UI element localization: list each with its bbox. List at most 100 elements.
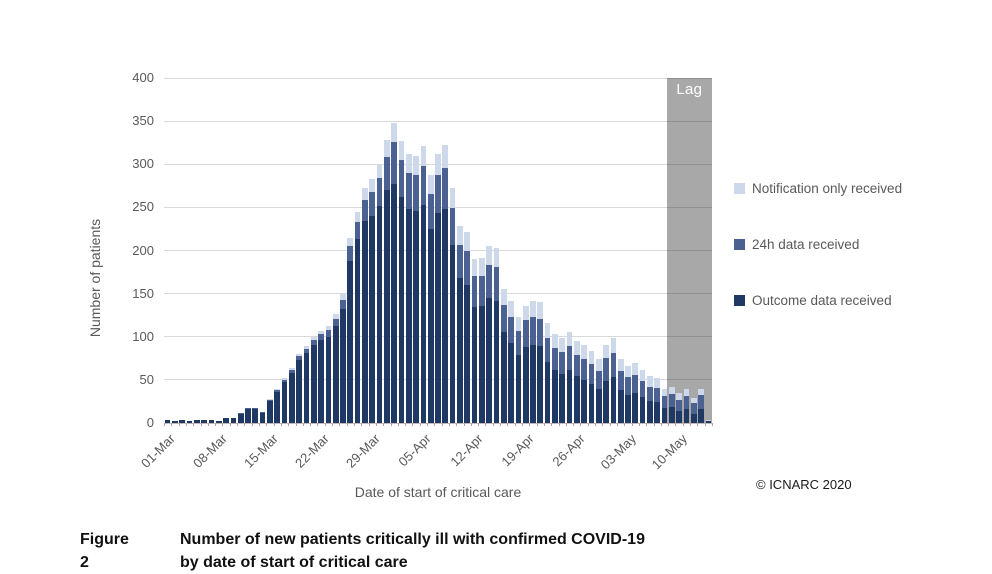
x-tick: [587, 423, 589, 426]
bar-segment: [186, 421, 193, 423]
bar-segment: [435, 213, 441, 423]
y-tick-label: 50: [139, 371, 154, 387]
bar-segment: [471, 306, 478, 423]
x-tick: [288, 423, 290, 426]
x-tick: [215, 423, 217, 426]
bar-segment: [654, 402, 661, 423]
bar-segment: [230, 417, 237, 423]
x-tick: [463, 423, 465, 426]
bar-segment: [398, 140, 405, 160]
x-tick: [660, 423, 662, 426]
x-tick: [434, 423, 436, 426]
x-tick: [397, 423, 399, 426]
x-tick: [565, 423, 567, 426]
bar-segment: [603, 358, 609, 381]
x-tick-label: 05-Apr: [395, 431, 434, 470]
x-tick: [522, 423, 524, 426]
x-tick-label: 19-Apr: [498, 431, 537, 470]
x-tick-label: 10-May: [648, 431, 690, 473]
bar-segment: [245, 408, 251, 410]
x-tick: [631, 423, 633, 426]
bar-segment: [449, 187, 456, 209]
figure-caption-line1: Number of new patients critically ill wi…: [180, 531, 645, 548]
x-tick-label: 26-Apr: [549, 431, 588, 470]
bar-segment: [500, 304, 507, 333]
bar-segment: [603, 344, 609, 359]
bar-segment: [252, 409, 259, 423]
x-tick: [456, 423, 458, 426]
bar-segment: [281, 382, 288, 423]
bar-segment: [559, 338, 566, 353]
x-tick: [492, 423, 494, 426]
bar-segment: [683, 396, 690, 410]
x-tick: [310, 423, 312, 426]
bar-segment: [413, 174, 419, 211]
bar-segment: [661, 389, 668, 397]
bar-segment: [478, 258, 485, 276]
bar-segment: [581, 345, 587, 360]
bar-segment: [347, 237, 354, 247]
bar-segment: [661, 408, 668, 423]
bar-segment: [405, 153, 412, 173]
bar-segment: [639, 369, 646, 381]
bar-segment: [237, 412, 244, 414]
bar-segment: [566, 331, 573, 347]
bar-segment: [522, 347, 529, 423]
bar-segment: [310, 340, 317, 346]
bar-segment: [405, 172, 412, 210]
x-tick: [324, 423, 326, 426]
bar-segment: [457, 245, 463, 279]
y-tick-label: 200: [132, 242, 154, 258]
x-tick: [251, 423, 253, 426]
bar-segment: [398, 197, 405, 423]
bar-segment: [449, 245, 456, 423]
x-tick: [375, 423, 377, 426]
bar-segment: [464, 285, 471, 423]
bar-segment: [573, 341, 580, 355]
bar-segment: [676, 410, 682, 423]
x-tick: [244, 423, 246, 426]
bar-segment: [508, 342, 514, 423]
legend-item: Outcome data received: [734, 293, 902, 308]
x-tick: [682, 423, 684, 426]
bar-segment: [354, 211, 361, 223]
bar-segment: [274, 390, 281, 392]
bar-segment: [486, 297, 492, 423]
x-tick: [302, 423, 304, 426]
x-tick: [675, 423, 677, 426]
bar-segment: [376, 164, 383, 179]
bar-segment: [303, 346, 310, 349]
x-tick: [405, 423, 407, 426]
bar-segment: [537, 318, 544, 347]
bar-segment: [486, 246, 492, 266]
bar-segment: [223, 417, 229, 423]
bar-segment: [449, 208, 456, 246]
bar-segment: [245, 409, 251, 423]
bar-segment: [676, 392, 682, 400]
x-tick: [258, 423, 260, 426]
bar-segment: [442, 145, 449, 168]
gridline-0: [164, 422, 712, 424]
bar-segment: [617, 359, 624, 372]
x-tick: [690, 423, 692, 426]
bar-segment: [215, 421, 222, 423]
bar-segment: [595, 359, 602, 372]
bar-segment: [544, 337, 551, 362]
bar-segment: [552, 370, 558, 423]
bar-segment: [420, 204, 427, 423]
x-tick: [390, 423, 392, 426]
bar-segment: [559, 352, 566, 374]
bar-segment: [303, 348, 310, 354]
bar-segment: [376, 178, 383, 206]
x-tick-label: 29-Mar: [343, 431, 383, 471]
bar-segment: [515, 316, 522, 331]
x-tick: [339, 423, 341, 426]
x-tick-label: 15-Mar: [240, 431, 281, 471]
bar-segment: [369, 178, 376, 192]
bar-segment: [471, 276, 478, 307]
bar-segment: [384, 140, 390, 158]
bar-segment: [172, 421, 178, 423]
copyright-text: © ICNARC 2020: [756, 477, 852, 492]
x-tick: [712, 423, 713, 426]
